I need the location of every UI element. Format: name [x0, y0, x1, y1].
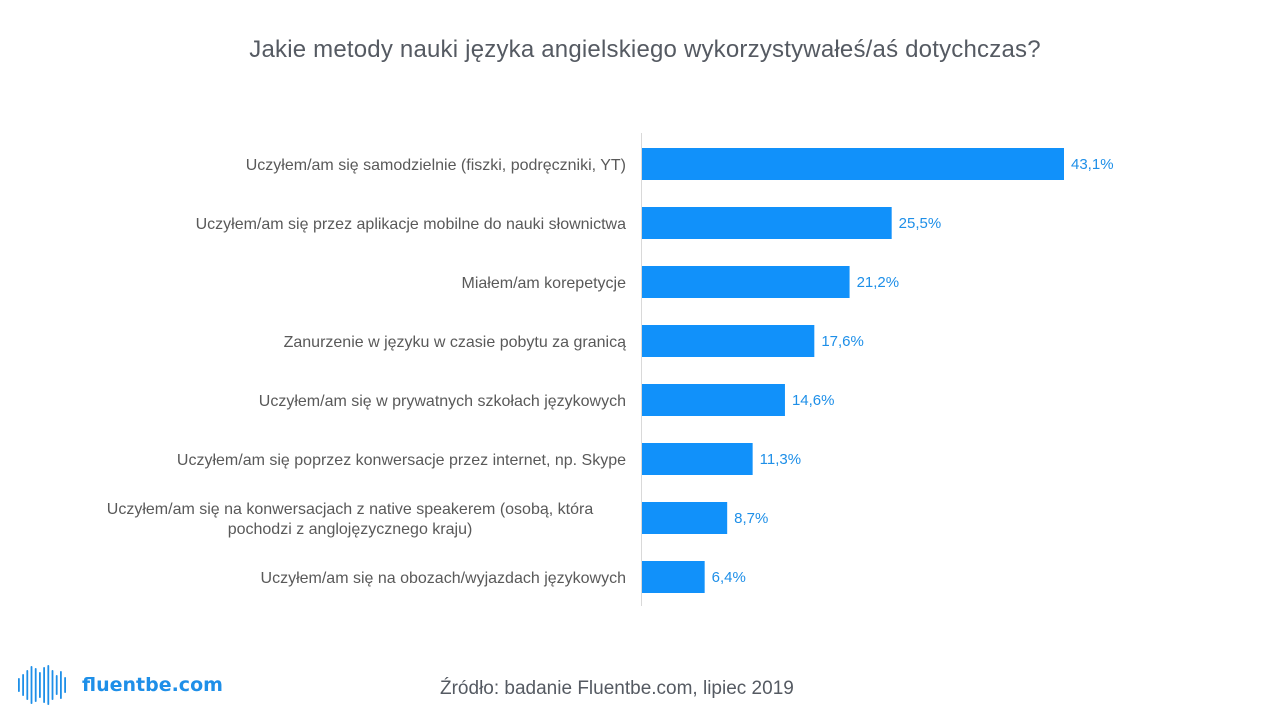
category-label: Uczyłem/am się poprzez konwersacje przez… — [177, 452, 626, 469]
value-label: 8,7% — [734, 510, 768, 527]
bar — [642, 207, 892, 239]
bar — [642, 148, 1064, 180]
bar — [642, 561, 705, 593]
soundwave-bar — [18, 678, 20, 692]
brand-logo: fluentbe.com — [16, 664, 223, 706]
soundwave-bar — [64, 677, 66, 693]
soundwave-bar — [39, 672, 41, 698]
source-note: Źródło: badanie Fluentbe.com, lipiec 201… — [440, 678, 794, 699]
category-label: Uczyłem/am się w prywatnych szkołach jęz… — [259, 393, 626, 410]
bars-group: 43,1% Uczyłem/am się samodzielnie (fiszki… — [107, 148, 1114, 593]
category-label: Uczyłem/am się samodzielnie (fiszki, pod… — [246, 157, 626, 174]
soundwave-bar — [47, 665, 50, 705]
value-label: 11,3% — [760, 451, 801, 468]
value-label: 14,6% — [792, 392, 835, 409]
soundwave-bar — [51, 670, 54, 700]
chart-title: Jakie metody nauki języka angielskiego w… — [249, 36, 1041, 63]
bar — [642, 384, 785, 416]
soundwave-bar — [30, 666, 33, 704]
soundwave-bar — [43, 667, 45, 703]
bar — [642, 443, 753, 475]
category-label: Zanurzenie w języku w czasie pobytu za g… — [284, 334, 626, 351]
category-label: Uczyłem/am się na obozach/wyjazdach języ… — [261, 570, 626, 587]
value-label: 21,2% — [857, 274, 900, 291]
value-label: 43,1% — [1071, 156, 1114, 173]
value-label: 17,6% — [821, 333, 864, 350]
soundwave-bar — [34, 668, 37, 702]
bar — [642, 502, 728, 534]
bar — [642, 325, 815, 357]
value-label: 25,5% — [899, 215, 942, 232]
soundwave-bar — [26, 670, 29, 700]
category-label-line: Uczyłem/am się na konwersacjach z native… — [107, 501, 594, 518]
soundwave-icon — [18, 665, 66, 705]
category-label: Miałem/am korepetycje — [462, 275, 627, 292]
category-label: Uczyłem/am się przez aplikacje mobilne d… — [196, 216, 627, 233]
category-label-line: pochodzi z anglojęzycznego kraju) — [228, 521, 473, 538]
soundwave-bar — [22, 674, 24, 696]
value-label: 6,4% — [712, 569, 746, 586]
soundwave-bar — [60, 671, 62, 699]
soundwave-bar — [55, 675, 58, 695]
bar — [642, 266, 850, 298]
brand-name: fluentbe.com — [82, 674, 223, 696]
category-label: Uczyłem/am się na konwersacjach z native… — [107, 501, 594, 538]
